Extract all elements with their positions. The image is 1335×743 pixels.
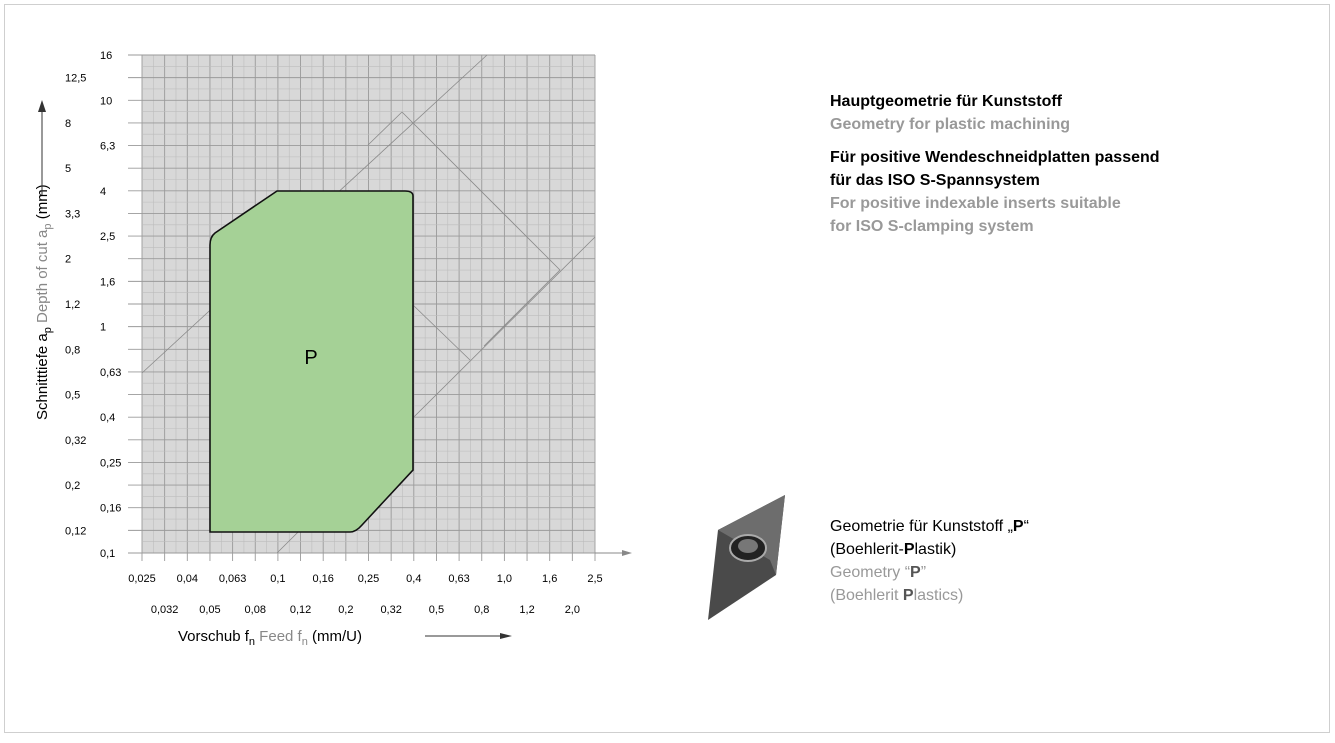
x-tick-label: 1,6 — [542, 573, 557, 585]
caption: (Boehlerit-Plastik) — [830, 541, 956, 558]
y-tick-label: 0,32 — [65, 435, 86, 447]
region-label: P — [304, 347, 317, 369]
y-tick-label: 5 — [65, 163, 71, 175]
x-tick-label: 0,8 — [474, 604, 489, 616]
y-tick-label: 16 — [100, 50, 112, 62]
heading-en: For positive indexable inserts suitable — [830, 195, 1121, 212]
x-label-arrowhead — [500, 633, 512, 639]
heading-en: Geometry for plastic machining — [830, 116, 1070, 133]
x-tick-label: 0,5 — [429, 604, 444, 616]
x-tick-label: 0,4 — [406, 573, 421, 585]
y-tick-label: 0,12 — [65, 525, 86, 537]
x-tick-label: 0,04 — [177, 573, 198, 585]
x-tick-label: 0,08 — [245, 604, 266, 616]
p-region — [209, 190, 414, 533]
caption-en: Geometry “P” — [830, 564, 926, 581]
y-tick-label: 0,5 — [65, 390, 80, 402]
x-tick-label: 0,025 — [128, 573, 156, 585]
x-tick-label: 2,5 — [587, 573, 602, 585]
y-tick-label: 0,4 — [100, 412, 115, 424]
y-tick-label: 0,16 — [100, 503, 121, 515]
x-tick-label: 0,63 — [448, 573, 469, 585]
y-tick-label: 1,6 — [100, 276, 115, 288]
y-tick-label: 1 — [100, 322, 106, 334]
y-tick-label: 12,5 — [65, 73, 86, 85]
x-tick-label: 2,0 — [565, 604, 580, 616]
y-tick-label: 2,5 — [100, 231, 115, 243]
info: Hauptgeometrie für Kunststoff Geometry f… — [830, 93, 1160, 604]
x-axis-label: Vorschub fn Feed fn (mm/U) — [178, 628, 362, 648]
x-tick-label: 0,1 — [270, 573, 285, 585]
x-tick-label: 0,12 — [290, 604, 311, 616]
x-tick-label: 0,032 — [151, 604, 179, 616]
x-tick-label: 1,2 — [519, 604, 534, 616]
x-tick-label: 0,16 — [312, 573, 333, 585]
y-tick-label: 0,25 — [100, 457, 121, 469]
y-tick-label: 0,2 — [65, 480, 80, 492]
x-tick-label: 0,25 — [358, 573, 379, 585]
heading: Hauptgeometrie für Kunststoff — [830, 93, 1063, 110]
y-tick-label: 4 — [100, 186, 106, 198]
x-tick-label: 1,0 — [497, 573, 512, 585]
insert-image — [708, 495, 785, 620]
heading-en: for ISO S-clamping system — [830, 218, 1034, 235]
y-tick-label: 6,3 — [100, 141, 115, 153]
x-tick-label: 0,063 — [219, 573, 247, 585]
x-tick-label: 0,32 — [380, 604, 401, 616]
caption-en: (Boehlerit Plastics) — [830, 587, 963, 604]
y-tick-label: 0,63 — [100, 367, 121, 379]
x-tick-label: 0,2 — [338, 604, 353, 616]
x-arrowhead — [622, 550, 632, 556]
y-tick-label: 1,2 — [65, 299, 80, 311]
heading: für das ISO S-Spannsystem — [830, 172, 1040, 189]
heading: Für positive Wendeschneidplatten passend — [830, 149, 1160, 166]
y-axis-label: Schnitttiefe ap Depth of cut ap (mm) — [34, 184, 54, 420]
y-tick-label: 0,1 — [100, 548, 115, 560]
y-tick-label: 2 — [65, 254, 71, 266]
y-tick-label: 10 — [100, 95, 112, 107]
y-tick-label: 0,8 — [65, 344, 80, 356]
y-tick-label: 8 — [65, 118, 71, 130]
y-arrowhead — [38, 100, 46, 112]
y-tick-label: 3,3 — [65, 208, 80, 220]
caption: Geometrie für Kunststoff „P“ — [830, 518, 1029, 535]
x-tick-label: 0,05 — [199, 604, 220, 616]
